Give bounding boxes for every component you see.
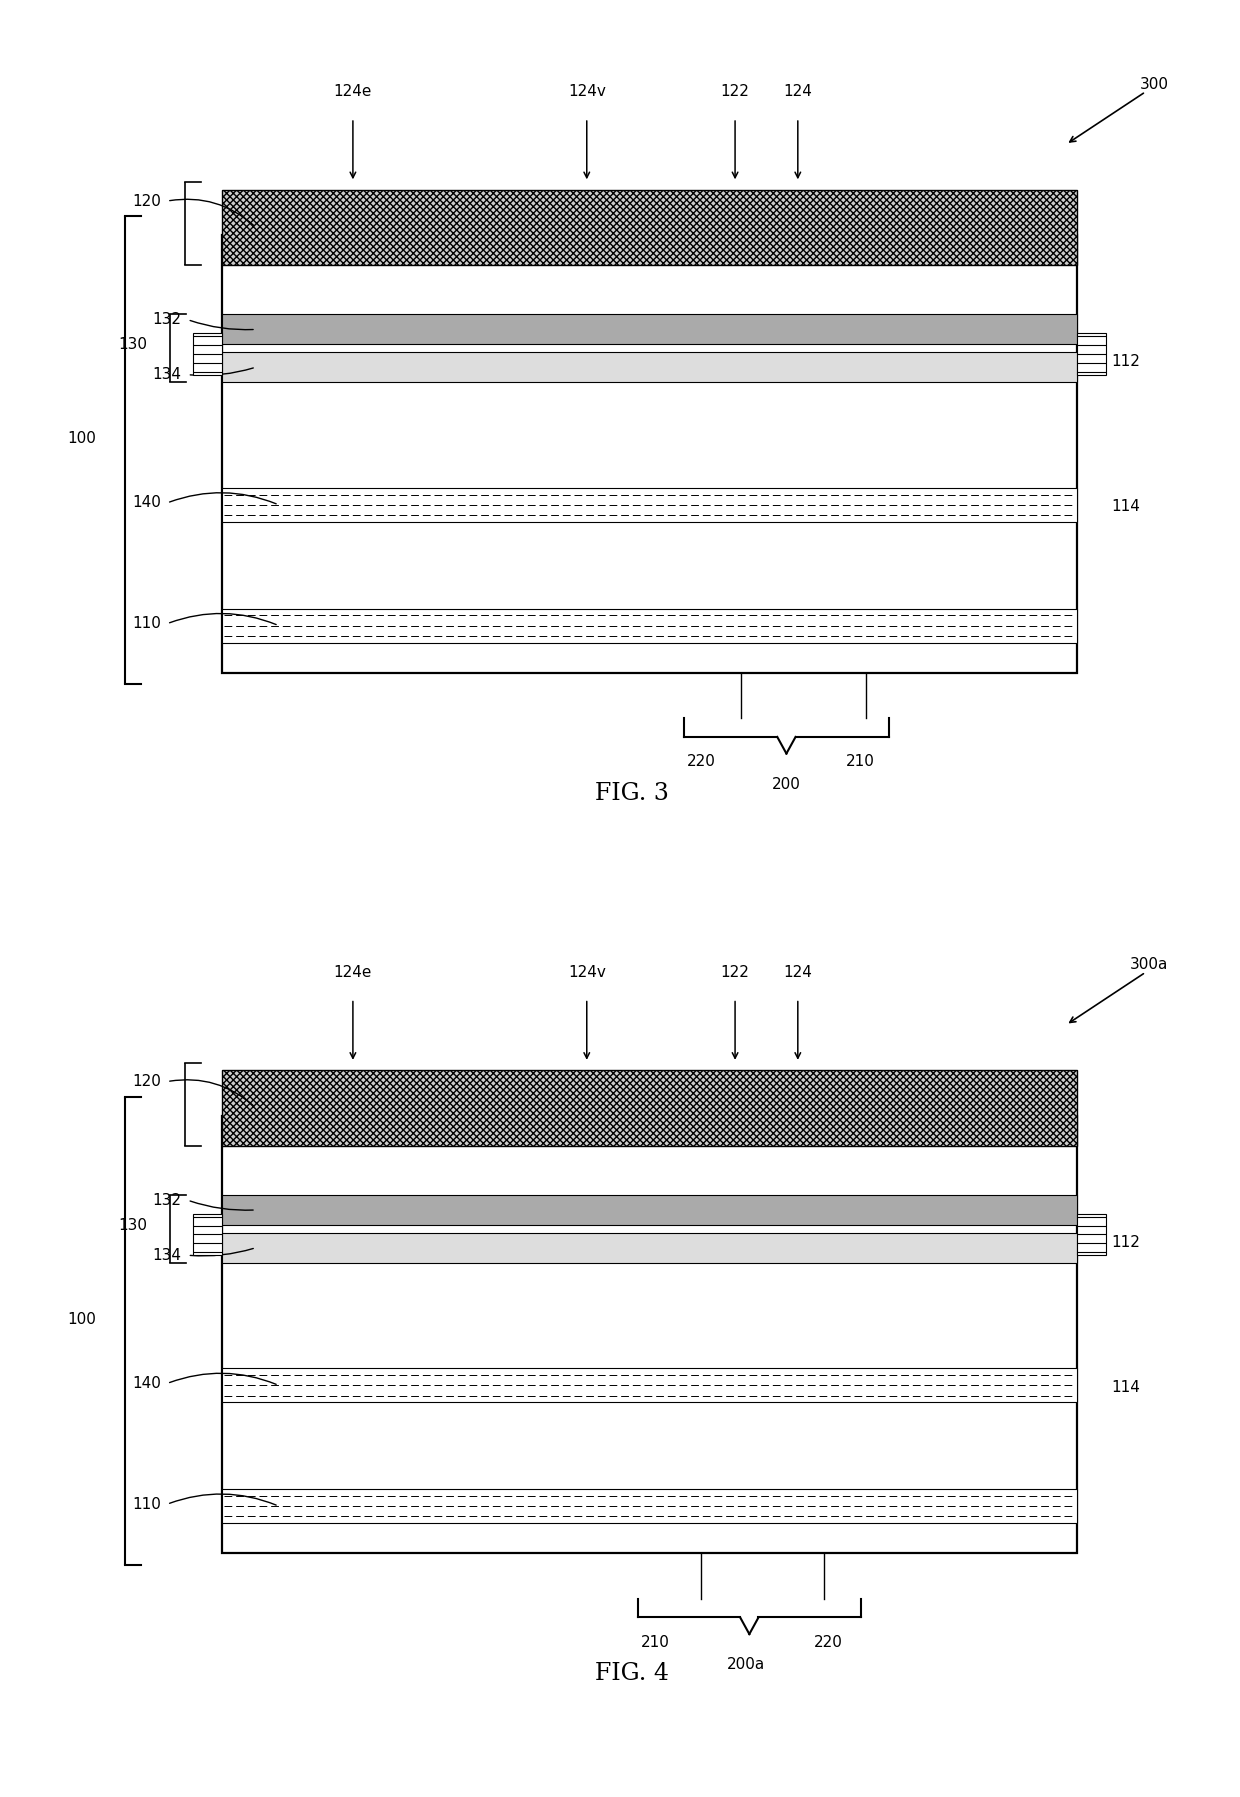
Text: 114: 114 — [1111, 1380, 1141, 1394]
Text: 140: 140 — [133, 496, 161, 510]
Bar — [222, 190, 1078, 266]
Text: 220: 220 — [815, 1635, 843, 1650]
Text: 134: 134 — [153, 367, 182, 383]
Text: 200: 200 — [773, 776, 801, 792]
Text: 210: 210 — [846, 755, 875, 769]
Text: 124v: 124v — [568, 84, 605, 99]
Bar — [222, 489, 1078, 521]
Text: 140: 140 — [133, 1377, 161, 1391]
Text: 120: 120 — [133, 194, 161, 208]
Text: 132: 132 — [153, 1193, 182, 1208]
Bar — [222, 1071, 1078, 1146]
Bar — [222, 235, 1078, 672]
Bar — [222, 1233, 1078, 1263]
Bar — [222, 1490, 1078, 1524]
Text: 122: 122 — [720, 84, 749, 99]
Bar — [193, 332, 222, 376]
Text: 134: 134 — [153, 1247, 182, 1263]
Text: 100: 100 — [67, 431, 97, 446]
Text: 300: 300 — [1140, 77, 1168, 92]
Text: 124e: 124e — [334, 965, 372, 979]
Text: 114: 114 — [1111, 500, 1141, 514]
Text: 124: 124 — [784, 965, 812, 979]
Bar — [1078, 332, 1106, 376]
Text: 110: 110 — [133, 1497, 161, 1511]
Text: FIG. 3: FIG. 3 — [595, 782, 670, 805]
Text: 130: 130 — [119, 338, 148, 352]
Text: 112: 112 — [1111, 354, 1141, 370]
Text: 130: 130 — [119, 1218, 148, 1233]
Bar — [222, 1116, 1078, 1553]
Text: 124e: 124e — [334, 84, 372, 99]
Bar — [222, 1369, 1078, 1402]
Text: 300a: 300a — [1130, 958, 1168, 972]
Text: 112: 112 — [1111, 1235, 1141, 1251]
Text: 124v: 124v — [568, 965, 605, 979]
Text: 210: 210 — [641, 1635, 670, 1650]
Text: 220: 220 — [687, 755, 715, 769]
Text: 120: 120 — [133, 1075, 161, 1089]
Bar — [1078, 1213, 1106, 1254]
Text: 110: 110 — [133, 616, 161, 631]
Bar — [222, 190, 1078, 266]
Bar — [222, 609, 1078, 643]
Text: 124: 124 — [784, 84, 812, 99]
Text: FIG. 4: FIG. 4 — [595, 1662, 670, 1686]
Bar — [222, 1195, 1078, 1226]
Text: 132: 132 — [153, 313, 182, 327]
Bar — [222, 352, 1078, 383]
Bar — [193, 1213, 222, 1254]
Bar — [222, 1071, 1078, 1146]
Text: 200a: 200a — [728, 1657, 765, 1673]
Bar — [222, 314, 1078, 345]
Text: 122: 122 — [720, 965, 749, 979]
Text: 100: 100 — [67, 1312, 97, 1326]
